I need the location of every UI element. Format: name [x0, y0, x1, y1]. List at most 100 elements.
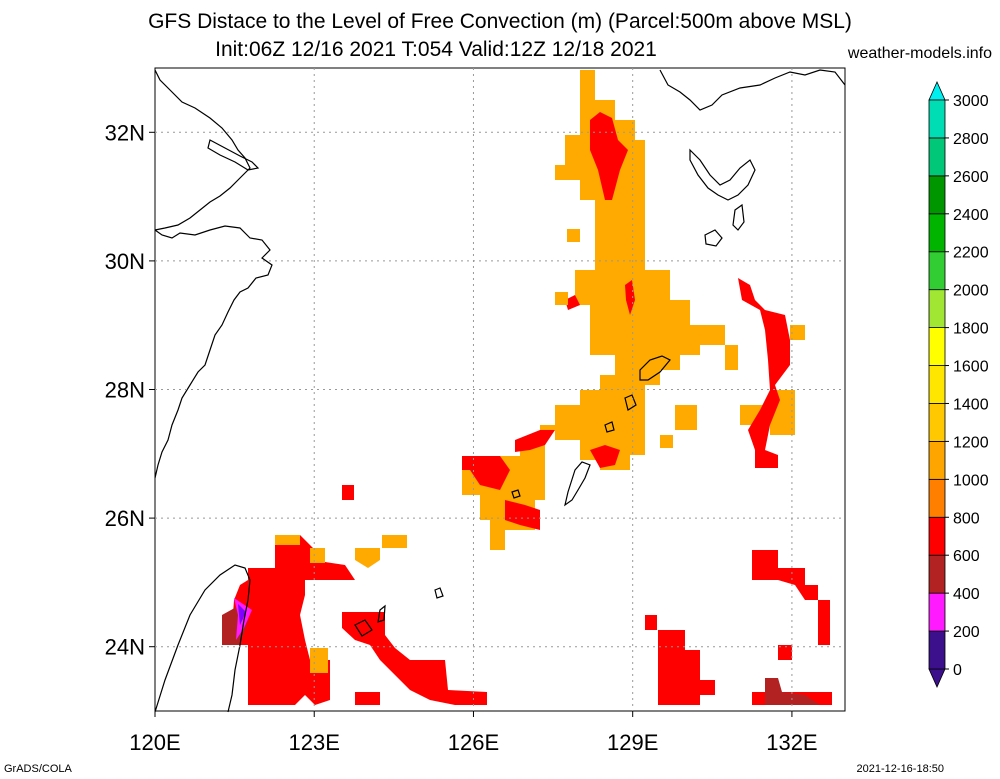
island — [624, 394, 637, 411]
colorbar-swatch — [928, 327, 946, 366]
island — [564, 461, 591, 507]
colorbar-min-arrow — [928, 668, 946, 688]
fill-patch — [310, 548, 325, 563]
fill-patch — [462, 456, 510, 490]
colorbar-swatch — [928, 137, 946, 177]
fill-patch — [660, 435, 673, 448]
colorbar-label: 2800 — [953, 131, 989, 148]
lon-tick-label: 123E — [289, 730, 340, 755]
colorbar-max-arrow — [928, 81, 946, 101]
colorbar-label: 800 — [953, 510, 980, 527]
fill-patch — [738, 278, 790, 468]
colorbar-swatch — [928, 289, 946, 328]
gridlines — [155, 68, 845, 711]
lat-tick-label: 28N — [105, 378, 145, 403]
coastlines — [154, 69, 846, 713]
island — [604, 421, 615, 433]
fill-patch — [382, 535, 407, 548]
island — [377, 604, 386, 623]
fill-patch — [675, 405, 697, 430]
fill-patch — [765, 678, 820, 705]
fill-patch — [725, 345, 738, 370]
island — [639, 355, 671, 381]
site-credit: weather-models.info — [847, 45, 992, 62]
colorbar-label: 2000 — [953, 283, 989, 300]
fill-patch — [310, 648, 328, 673]
colorbar-label: 1400 — [953, 396, 989, 413]
colorbar-swatch — [928, 440, 946, 480]
lon-tick-label: 129E — [607, 730, 658, 755]
island — [704, 229, 723, 247]
fill-patch — [790, 325, 805, 340]
coastline-china-north — [154, 69, 251, 231]
colorbar-label: 1800 — [953, 321, 989, 338]
fill-patch — [590, 112, 628, 200]
fill-patch — [355, 692, 380, 705]
fill-patch — [342, 485, 354, 500]
footer-timestamp: 2021-12-16-18:50 — [856, 763, 944, 775]
fill-patch — [238, 604, 246, 625]
fill-patch — [625, 280, 635, 315]
colorbar-swatch — [928, 99, 946, 139]
field-fills — [222, 70, 832, 705]
colorbar-label: 1200 — [953, 434, 989, 451]
lat-tick-label: 26N — [105, 506, 145, 531]
coastline-yangtze — [207, 139, 260, 171]
fill-patch — [462, 70, 725, 550]
colorbar-swatch — [928, 365, 946, 404]
colorbar-swatch — [928, 213, 946, 253]
colorbar-label: 1000 — [953, 472, 989, 489]
footer-credit: GrADS/COLA — [4, 763, 72, 775]
fill-patch — [342, 612, 487, 705]
fill-patch — [565, 295, 580, 310]
coastline-china — [154, 225, 273, 479]
island — [354, 619, 373, 637]
chart-subtitle: Init:06Z 12/16 2021 T:054 Valid:12Z 12/1… — [215, 38, 657, 61]
colorbar-label: 400 — [953, 586, 980, 603]
lat-tick-label: 24N — [105, 635, 145, 660]
colorbar-swatch — [928, 251, 946, 291]
lat-ticks: 24N 26N 28N 30N 32N — [105, 120, 155, 660]
fill-patch — [555, 292, 568, 305]
lon-tick-label: 120E — [129, 730, 180, 755]
island — [434, 587, 444, 599]
colorbar-swatch — [928, 516, 946, 556]
fill-patch — [658, 630, 715, 705]
island — [511, 489, 521, 499]
colorbar-swatch — [928, 592, 946, 632]
fill-patch — [752, 550, 830, 645]
fill-patch — [567, 229, 580, 242]
colorbar-label: 600 — [953, 548, 980, 565]
colorbar-swatch — [928, 403, 946, 442]
fill-patch — [778, 645, 792, 660]
colorbar: 0 200 400 600 800 1000 1200 1400 1600 1800 2000 220… — [928, 81, 989, 688]
fill-patch — [645, 615, 657, 630]
lat-tick-label: 32N — [105, 120, 145, 145]
colorbar-label: 1600 — [953, 359, 989, 376]
fill-patch — [515, 430, 555, 452]
coastline-taiwan — [154, 564, 251, 713]
colorbar-swatch — [928, 630, 946, 670]
fill-patch — [590, 445, 620, 468]
colorbar-label: 2200 — [953, 245, 989, 262]
coastline-japan — [659, 69, 846, 111]
lon-tick-label: 132E — [766, 730, 817, 755]
fill-patch — [505, 500, 540, 530]
colorbar-swatch — [928, 478, 946, 518]
fill-patch — [355, 548, 380, 568]
colorbar-label: 2400 — [953, 207, 989, 224]
colorbar-swatch — [928, 554, 946, 594]
colorbar-label: 200 — [953, 624, 980, 641]
colorbar-swatch — [928, 175, 946, 215]
lon-tick-label: 126E — [448, 730, 499, 755]
chart-title: GFS Distace to the Level of Free Convect… — [148, 10, 852, 33]
colorbar-label: 2600 — [953, 169, 989, 186]
coastline-kyushu — [689, 148, 756, 201]
lon-ticks: 120E 123E 126E 129E 132E — [129, 711, 818, 755]
island — [732, 203, 745, 231]
fill-patch — [275, 535, 300, 545]
colorbar-label: 0 — [953, 662, 962, 679]
colorbar-label: 3000 — [953, 93, 989, 110]
lat-tick-label: 30N — [105, 249, 145, 274]
